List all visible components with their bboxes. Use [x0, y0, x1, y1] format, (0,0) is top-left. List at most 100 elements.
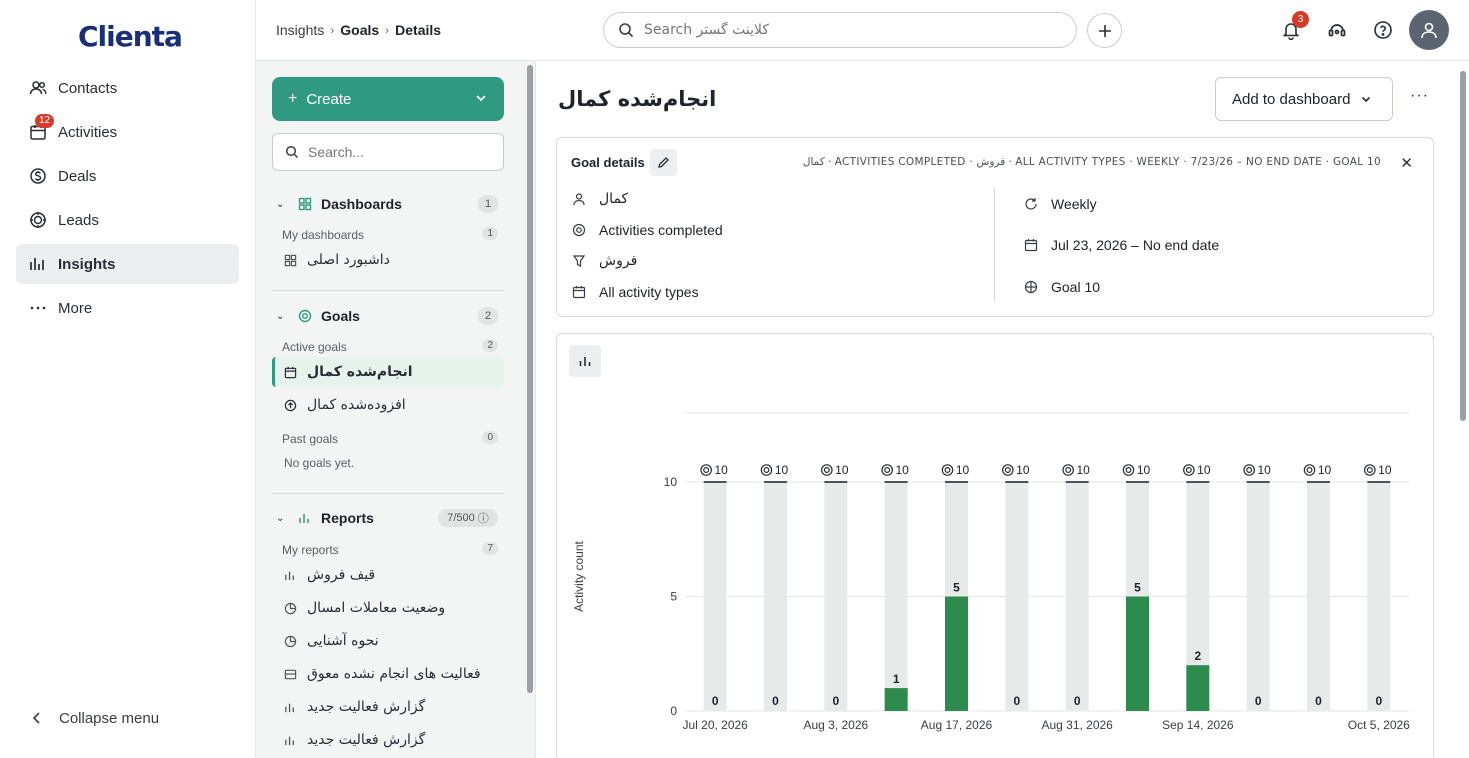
y-tick-label: 5	[670, 590, 677, 604]
nav-item-leads[interactable]: Leads	[16, 200, 239, 240]
detail-goal-value: Goal 10	[1024, 279, 1100, 295]
target-icon-inner	[703, 467, 710, 474]
data-label: 5	[1134, 581, 1141, 595]
calendar-icon	[284, 366, 297, 378]
user-avatar[interactable]	[1409, 10, 1449, 50]
target-label: 10	[1137, 463, 1151, 477]
value-bar	[1186, 665, 1210, 711]
group-label: Active goals	[282, 340, 347, 354]
nav-item-insights[interactable]: Insights	[16, 244, 239, 284]
target-icon	[1183, 464, 1195, 476]
nav-item-contacts[interactable]: Contacts	[16, 68, 239, 108]
app-logo[interactable]: Clienta	[78, 20, 183, 53]
group-count: 0	[482, 431, 498, 444]
y-axis-label: Activity count	[572, 540, 586, 611]
chart-type-button[interactable]	[569, 345, 601, 377]
report-item[interactable]: فعالیت های انجام نشده معوق	[272, 659, 504, 689]
goal-item-label: انجام‌شده کمال	[307, 364, 413, 380]
main-scrollbar-thumb[interactable]	[1460, 71, 1466, 421]
target-icon	[821, 464, 833, 476]
pie-chart-icon	[284, 635, 297, 647]
dashboards-section-header[interactable]: ⌄ Dashboards 1	[276, 194, 498, 214]
goal-item[interactable]: افزوده‌شده کمال	[272, 390, 504, 420]
goal-item-active[interactable]: انجام‌شده کمال	[272, 357, 504, 387]
report-item[interactable]: گزارش فعالیت جدید	[272, 725, 504, 755]
dashboard-grid-icon	[298, 197, 312, 211]
chevron-down-icon: ⌄	[276, 198, 285, 210]
target-bar	[1005, 482, 1029, 711]
sidebar-scrollbar[interactable]	[527, 65, 533, 693]
globe-target-icon	[1024, 280, 1038, 294]
reports-count: 7/500 ⓘ	[438, 509, 498, 527]
calendar-icon	[1024, 239, 1038, 252]
group-count: 2	[482, 339, 498, 352]
edit-goal-button[interactable]	[650, 149, 677, 176]
target-icon-inner	[763, 467, 770, 474]
help-button[interactable]	[1371, 18, 1395, 42]
breadcrumb-goals[interactable]: Goals	[340, 22, 380, 38]
target-icon	[572, 223, 586, 237]
report-item-label: قیف فروش	[307, 567, 376, 583]
target-label: 10	[956, 463, 970, 477]
breadcrumb-separator: ›	[330, 23, 335, 37]
breadcrumb-details: Details	[395, 22, 442, 38]
goals-section-header[interactable]: ⌄ Goals 2	[276, 306, 498, 326]
main-scrollbar[interactable]	[1457, 61, 1469, 758]
report-item[interactable]: نحوه آشنایی	[272, 626, 504, 656]
report-item[interactable]: قیف فروش	[272, 560, 504, 590]
user-icon	[1421, 22, 1437, 39]
target-bar	[884, 482, 908, 711]
report-item[interactable]: گزارش فعالیت جدید	[272, 692, 504, 722]
target-label: 10	[714, 463, 728, 477]
search-input[interactable]	[644, 22, 1044, 38]
reports-section-header[interactable]: ⌄ Reports 7/500 ⓘ	[276, 508, 498, 528]
arrow-up-circle-icon	[284, 399, 297, 411]
goal-item-label: افزوده‌شده کمال	[307, 397, 406, 413]
target-icon-inner	[1306, 467, 1313, 474]
dashboards-count: 1	[478, 195, 498, 213]
nav-item-more[interactable]: More	[16, 288, 239, 328]
target-icon	[760, 464, 773, 476]
divider	[272, 493, 504, 494]
details-divider	[994, 188, 995, 302]
dashboard-item[interactable]: داشبورد اصلی	[272, 245, 504, 275]
create-button[interactable]: + Create	[272, 77, 504, 121]
past-goals-label: Past goals 0	[282, 431, 498, 446]
target-icon	[941, 464, 954, 476]
close-icon[interactable]: ✕	[1400, 155, 1413, 172]
chevron-down-icon: ⌄	[276, 310, 285, 322]
nav-item-activities[interactable]: 12 Activities	[16, 112, 239, 152]
goal-value: Goal 10	[1051, 279, 1101, 295]
data-label: 0	[712, 694, 719, 708]
bar-chart-icon	[285, 736, 294, 745]
collapse-menu-button[interactable]: Collapse menu	[16, 698, 239, 738]
assignee-value: کمال	[599, 191, 629, 207]
breadcrumb-insights[interactable]: Insights	[276, 22, 325, 38]
pie-chart-icon	[284, 602, 297, 614]
data-label: 5	[953, 581, 960, 595]
dashboard-grid-icon	[284, 254, 297, 266]
detail-duration: Jul 23, 2026 – No end date	[1024, 237, 1219, 253]
sidebar-search[interactable]	[272, 133, 504, 171]
dashboard-item-label: داشبورد اصلی	[307, 252, 390, 268]
target-bar	[764, 482, 787, 711]
sidebar-search-input[interactable]	[308, 144, 488, 160]
more-options-button[interactable]: ···	[1410, 87, 1429, 104]
more-icon	[30, 306, 46, 310]
target-icon	[1062, 464, 1074, 476]
target-icon-inner	[1246, 467, 1253, 474]
search-icon	[285, 145, 299, 159]
no-goals-message: No goals yet.	[284, 456, 355, 470]
notification-badge: 3	[1292, 11, 1309, 28]
nav-item-deals[interactable]: Deals	[16, 156, 239, 196]
group-label: My dashboards	[282, 228, 365, 242]
report-item-label: فعالیت های انجام نشده معوق	[307, 666, 481, 682]
support-button[interactable]	[1325, 18, 1349, 42]
target-icon	[1303, 464, 1316, 476]
quick-add-button[interactable]	[1087, 13, 1122, 48]
target-label: 10	[1257, 463, 1271, 477]
global-search[interactable]	[603, 12, 1077, 48]
report-item[interactable]: وضعیت معاملات امسال	[272, 593, 504, 623]
x-tick-label: Jul 20, 2026	[682, 718, 748, 732]
add-to-dashboard-button[interactable]: Add to dashboard	[1215, 77, 1393, 121]
